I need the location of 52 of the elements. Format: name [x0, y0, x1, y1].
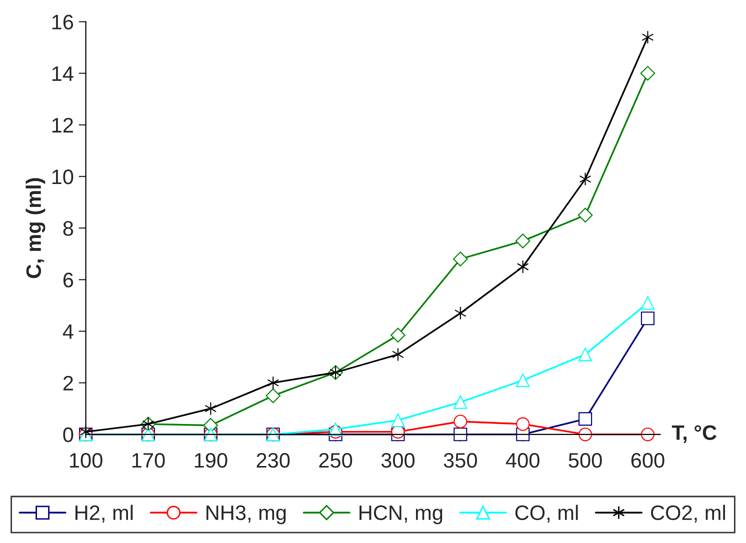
point: [390, 328, 406, 342]
y-tick-label: 2: [63, 376, 73, 390]
point: [578, 348, 592, 362]
point: [392, 348, 404, 362]
x-tick-label: 350: [444, 453, 477, 468]
point: [578, 208, 593, 223]
legend-label: H2, ml: [76, 504, 133, 523]
point: [453, 252, 468, 266]
point: [454, 395, 468, 409]
point: [516, 373, 530, 388]
y-tick-label: 4: [62, 324, 74, 339]
point: [454, 414, 468, 428]
y-tick-label: 12: [52, 118, 73, 132]
point: [640, 428, 654, 442]
y-tick-label: 10: [52, 169, 74, 184]
legend-label: NH3, mg: [206, 505, 286, 524]
legend-label: HCN, mg: [360, 505, 442, 524]
point: [516, 260, 529, 274]
x-tick-label: 600: [631, 453, 664, 468]
y-axis-title: C, mg (ml): [26, 178, 46, 278]
point: [454, 428, 468, 442]
y-tick-label: 8: [63, 221, 74, 236]
y-tick-label: 14: [52, 66, 74, 81]
point: [640, 312, 654, 326]
x-tick-label: 190: [194, 453, 228, 468]
point: [203, 418, 218, 433]
x-tick-label: 400: [506, 453, 540, 468]
point: [454, 306, 466, 320]
x-tick-label: 230: [256, 453, 290, 468]
point: [267, 376, 280, 390]
y-tick-label: 0: [63, 427, 74, 442]
x-tick-label: 170: [132, 453, 165, 468]
legend-label: CO2, ml: [651, 504, 725, 523]
point: [640, 66, 656, 81]
point: [204, 402, 217, 416]
point: [579, 172, 592, 186]
x-tick-label: 300: [381, 453, 415, 468]
point: [391, 413, 405, 427]
x-tick-label: 500: [568, 453, 602, 468]
y-tick-label: 6: [63, 272, 74, 288]
point: [578, 412, 592, 426]
legend-label: CO, ml: [515, 504, 578, 523]
point: [516, 417, 530, 431]
x-tick-label: 250: [319, 453, 352, 468]
point: [266, 388, 280, 404]
y-tick-label: 16: [52, 14, 74, 30]
point: [515, 234, 530, 248]
point: [642, 30, 654, 44]
point: [578, 428, 592, 442]
x-tick-label: 100: [70, 453, 102, 468]
x-axis-title: T, °C: [672, 425, 716, 444]
point: [640, 296, 654, 310]
